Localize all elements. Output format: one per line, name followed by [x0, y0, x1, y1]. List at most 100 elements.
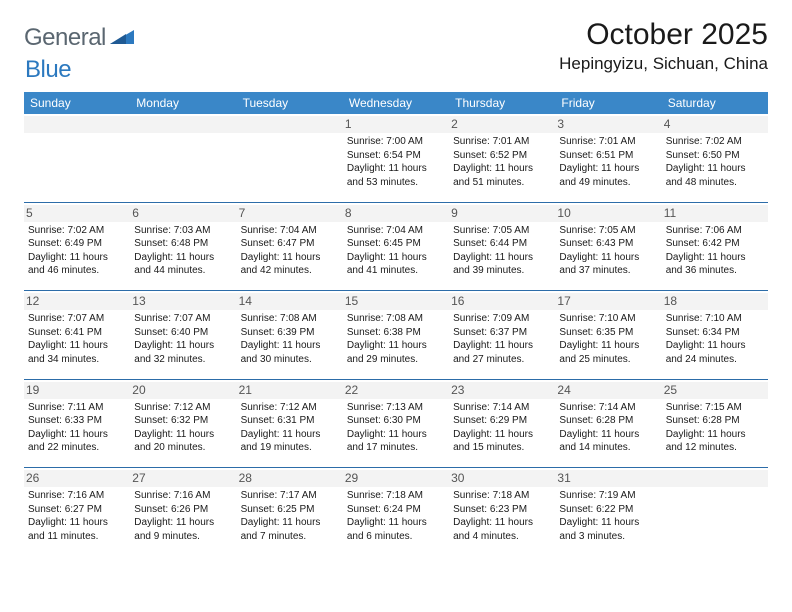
day-info: Sunrise: 7:17 AMSunset: 6:25 PMDaylight:… — [241, 489, 339, 543]
daylight-text: Daylight: 11 hours and 19 minutes. — [241, 428, 339, 455]
sunrise-text: Sunrise: 7:02 AM — [28, 224, 126, 238]
sunset-text: Sunset: 6:51 PM — [559, 149, 657, 163]
daylight-text: Daylight: 11 hours and 34 minutes. — [28, 339, 126, 366]
sunset-text: Sunset: 6:54 PM — [347, 149, 445, 163]
weekday-tue: Tuesday — [237, 92, 343, 114]
day-info: Sunrise: 7:03 AMSunset: 6:48 PMDaylight:… — [134, 224, 232, 278]
day-cell: 14Sunrise: 7:08 AMSunset: 6:39 PMDayligh… — [237, 291, 343, 379]
daylight-text: Daylight: 11 hours and 3 minutes. — [559, 516, 657, 543]
day-info: Sunrise: 7:18 AMSunset: 6:24 PMDaylight:… — [347, 489, 445, 543]
day-number: 5 — [24, 205, 130, 222]
sunset-text: Sunset: 6:24 PM — [347, 503, 445, 517]
day-number — [662, 470, 768, 487]
daylight-text: Daylight: 11 hours and 32 minutes. — [134, 339, 232, 366]
sunrise-text: Sunrise: 7:12 AM — [241, 401, 339, 415]
week-row: 1Sunrise: 7:00 AMSunset: 6:54 PMDaylight… — [24, 114, 768, 202]
sunrise-text: Sunrise: 7:18 AM — [453, 489, 551, 503]
day-info: Sunrise: 7:10 AMSunset: 6:34 PMDaylight:… — [666, 312, 764, 366]
sunrise-text: Sunrise: 7:17 AM — [241, 489, 339, 503]
daylight-text: Daylight: 11 hours and 41 minutes. — [347, 251, 445, 278]
day-number: 6 — [130, 205, 236, 222]
sunrise-text: Sunrise: 7:16 AM — [134, 489, 232, 503]
day-cell: 18Sunrise: 7:10 AMSunset: 6:34 PMDayligh… — [662, 291, 768, 379]
day-number: 24 — [555, 382, 661, 399]
logo-blue-row: Blue — [25, 56, 769, 84]
day-number: 11 — [662, 205, 768, 222]
sunrise-text: Sunrise: 7:15 AM — [666, 401, 764, 415]
weekday-mon: Monday — [130, 92, 236, 114]
day-number: 29 — [343, 470, 449, 487]
sunset-text: Sunset: 6:22 PM — [559, 503, 657, 517]
day-number: 8 — [343, 205, 449, 222]
logo-text-blue: Blue — [25, 56, 71, 83]
month-title: October 2025 — [559, 18, 768, 52]
daylight-text: Daylight: 11 hours and 11 minutes. — [28, 516, 126, 543]
day-number: 22 — [343, 382, 449, 399]
day-number: 19 — [24, 382, 130, 399]
calendar-page: General October 2025 Hepingyizu, Sichuan… — [0, 0, 792, 568]
day-number: 4 — [662, 116, 768, 133]
sunset-text: Sunset: 6:30 PM — [347, 414, 445, 428]
sunrise-text: Sunrise: 7:10 AM — [559, 312, 657, 326]
daylight-text: Daylight: 11 hours and 39 minutes. — [453, 251, 551, 278]
sunset-text: Sunset: 6:29 PM — [453, 414, 551, 428]
day-info: Sunrise: 7:12 AMSunset: 6:31 PMDaylight:… — [241, 401, 339, 455]
day-info: Sunrise: 7:01 AMSunset: 6:52 PMDaylight:… — [453, 135, 551, 189]
sunset-text: Sunset: 6:52 PM — [453, 149, 551, 163]
day-cell: 9Sunrise: 7:05 AMSunset: 6:44 PMDaylight… — [449, 203, 555, 291]
daylight-text: Daylight: 11 hours and 12 minutes. — [666, 428, 764, 455]
day-number: 23 — [449, 382, 555, 399]
day-cell: 31Sunrise: 7:19 AMSunset: 6:22 PMDayligh… — [555, 468, 661, 556]
day-cell: 4 Sunrise: 7:02 AMSunset: 6:50 PMDaylight… — [662, 114, 768, 202]
day-info: Sunrise: 7:08 AMSunset: 6:39 PMDaylight:… — [241, 312, 339, 366]
daylight-text: Daylight: 11 hours and 25 minutes. — [559, 339, 657, 366]
sunrise-text: Sunrise: 7:06 AM — [666, 224, 764, 238]
daylight-text: Daylight: 11 hours and 9 minutes. — [134, 516, 232, 543]
sunset-text: Sunset: 6:47 PM — [241, 237, 339, 251]
day-cell: 25Sunrise: 7:15 AMSunset: 6:28 PMDayligh… — [662, 380, 768, 468]
daylight-text: Daylight: 11 hours and 27 minutes. — [453, 339, 551, 366]
day-number: 10 — [555, 205, 661, 222]
day-cell: 29 Sunrise: 7:18 AMSunset: 6:24 PMDayligh… — [343, 468, 449, 556]
sunrise-text: Sunrise: 7:08 AM — [347, 312, 445, 326]
day-number: 7 — [237, 205, 343, 222]
sunset-text: Sunset: 6:45 PM — [347, 237, 445, 251]
daylight-text: Daylight: 11 hours and 48 minutes. — [666, 162, 764, 189]
calendar-table: Sunday Monday Tuesday Wednesday Thursday… — [24, 92, 768, 556]
day-number: 12 — [24, 293, 130, 310]
daylight-text: Daylight: 11 hours and 7 minutes. — [241, 516, 339, 543]
weekday-sun: Sunday — [24, 92, 130, 114]
day-cell: 20Sunrise: 7:12 AMSunset: 6:32 PMDayligh… — [130, 380, 236, 468]
day-info: Sunrise: 7:04 AMSunset: 6:47 PMDaylight:… — [241, 224, 339, 278]
day-number: 30 — [449, 470, 555, 487]
day-info: Sunrise: 7:07 AMSunset: 6:40 PMDaylight:… — [134, 312, 232, 366]
sunrise-text: Sunrise: 7:13 AM — [347, 401, 445, 415]
day-info: Sunrise: 7:07 AMSunset: 6:41 PMDaylight:… — [28, 312, 126, 366]
week-row: 5Sunrise: 7:02 AMSunset: 6:49 PMDaylight… — [24, 203, 768, 291]
day-cell — [237, 114, 343, 202]
day-number — [237, 116, 343, 133]
sunrise-text: Sunrise: 7:04 AM — [241, 224, 339, 238]
sunrise-text: Sunrise: 7:09 AM — [453, 312, 551, 326]
day-info: Sunrise: 7:02 AMSunset: 6:50 PMDaylight:… — [666, 135, 764, 189]
sunset-text: Sunset: 6:32 PM — [134, 414, 232, 428]
day-cell: 10Sunrise: 7:05 AMSunset: 6:43 PMDayligh… — [555, 203, 661, 291]
daylight-text: Daylight: 11 hours and 15 minutes. — [453, 428, 551, 455]
sunset-text: Sunset: 6:25 PM — [241, 503, 339, 517]
day-cell: 16Sunrise: 7:09 AMSunset: 6:37 PMDayligh… — [449, 291, 555, 379]
sunrise-text: Sunrise: 7:05 AM — [559, 224, 657, 238]
day-cell: 30Sunrise: 7:18 AMSunset: 6:23 PMDayligh… — [449, 468, 555, 556]
sunrise-text: Sunrise: 7:03 AM — [134, 224, 232, 238]
day-number — [130, 116, 236, 133]
daylight-text: Daylight: 11 hours and 14 minutes. — [559, 428, 657, 455]
week-row: 26Sunrise: 7:16 AMSunset: 6:27 PMDayligh… — [24, 468, 768, 556]
sunset-text: Sunset: 6:42 PM — [666, 237, 764, 251]
week-row: 19Sunrise: 7:11 AMSunset: 6:33 PMDayligh… — [24, 380, 768, 468]
day-number: 31 — [555, 470, 661, 487]
day-cell: 7 Sunrise: 7:04 AMSunset: 6:47 PMDaylight… — [237, 203, 343, 291]
weekday-header-row: Sunday Monday Tuesday Wednesday Thursday… — [24, 92, 768, 114]
day-info: Sunrise: 7:04 AMSunset: 6:45 PMDaylight:… — [347, 224, 445, 278]
sunrise-text: Sunrise: 7:01 AM — [453, 135, 551, 149]
sunset-text: Sunset: 6:38 PM — [347, 326, 445, 340]
sunrise-text: Sunrise: 7:08 AM — [241, 312, 339, 326]
